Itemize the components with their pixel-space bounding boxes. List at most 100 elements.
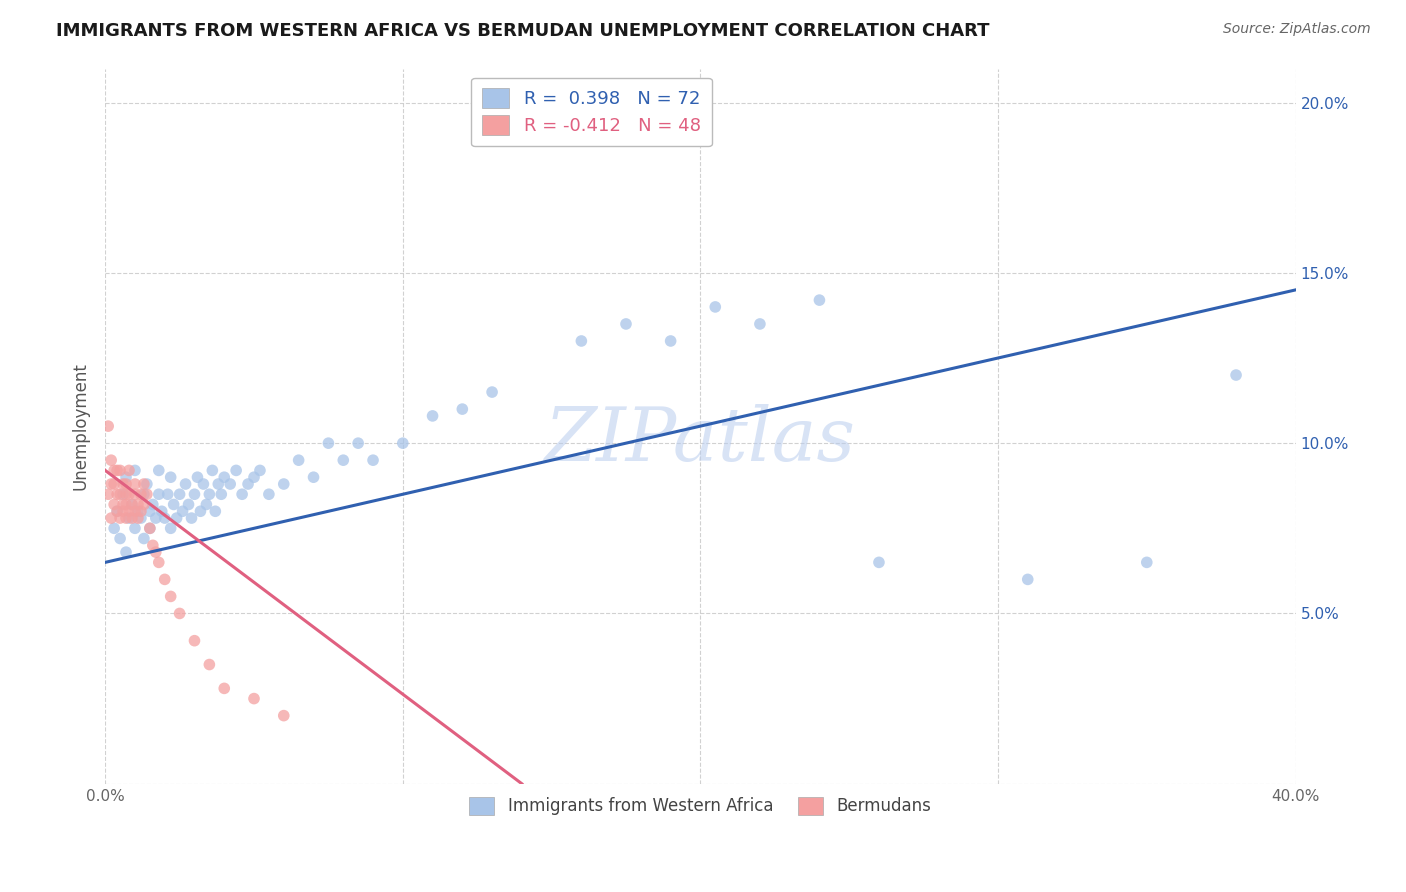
Point bbox=[236, 477, 259, 491]
Point bbox=[569, 334, 592, 348]
Point bbox=[347, 436, 370, 450]
Point bbox=[422, 409, 444, 423]
Point bbox=[332, 453, 354, 467]
Legend: Immigrants from Western Africa, Bermudans: Immigrants from Western Africa, Bermudan… bbox=[460, 787, 942, 825]
Point bbox=[148, 555, 170, 569]
Point bbox=[112, 477, 135, 491]
Point bbox=[112, 487, 135, 501]
Point bbox=[391, 436, 413, 450]
Point bbox=[139, 521, 162, 535]
Point bbox=[614, 317, 637, 331]
Point bbox=[148, 463, 170, 477]
Point bbox=[166, 511, 188, 525]
Point bbox=[115, 511, 138, 525]
Point bbox=[142, 498, 165, 512]
Point bbox=[103, 463, 125, 477]
Point bbox=[115, 477, 138, 491]
Point bbox=[273, 477, 295, 491]
Point bbox=[108, 532, 131, 546]
Point bbox=[129, 487, 152, 501]
Point bbox=[108, 463, 131, 477]
Point bbox=[112, 498, 135, 512]
Point bbox=[121, 511, 143, 525]
Point bbox=[249, 463, 271, 477]
Point bbox=[115, 498, 138, 512]
Y-axis label: Unemployment: Unemployment bbox=[72, 362, 89, 490]
Point bbox=[243, 691, 266, 706]
Point bbox=[145, 511, 167, 525]
Point bbox=[103, 498, 125, 512]
Point bbox=[108, 487, 131, 501]
Point bbox=[124, 487, 146, 501]
Point bbox=[302, 470, 325, 484]
Point bbox=[1136, 555, 1159, 569]
Point bbox=[198, 487, 221, 501]
Point bbox=[105, 504, 128, 518]
Point bbox=[153, 573, 176, 587]
Point bbox=[115, 545, 138, 559]
Point bbox=[172, 504, 194, 518]
Point bbox=[163, 498, 186, 512]
Point bbox=[212, 470, 235, 484]
Point bbox=[481, 385, 503, 400]
Point bbox=[273, 708, 295, 723]
Point bbox=[129, 511, 152, 525]
Point bbox=[198, 657, 221, 672]
Point bbox=[139, 504, 162, 518]
Point bbox=[207, 477, 229, 491]
Text: ZIPatlas: ZIPatlas bbox=[546, 404, 856, 476]
Point bbox=[209, 487, 232, 501]
Point bbox=[121, 498, 143, 512]
Point bbox=[174, 477, 197, 491]
Point bbox=[124, 521, 146, 535]
Point bbox=[135, 477, 157, 491]
Point bbox=[127, 498, 149, 512]
Point bbox=[97, 487, 120, 501]
Point bbox=[118, 511, 141, 525]
Point bbox=[139, 521, 162, 535]
Point bbox=[204, 504, 226, 518]
Point bbox=[132, 477, 155, 491]
Point bbox=[100, 453, 122, 467]
Point bbox=[212, 681, 235, 696]
Point bbox=[100, 477, 122, 491]
Point bbox=[135, 487, 157, 501]
Point bbox=[105, 487, 128, 501]
Point bbox=[659, 334, 682, 348]
Point bbox=[103, 477, 125, 491]
Point bbox=[132, 487, 155, 501]
Point bbox=[1225, 368, 1247, 382]
Point bbox=[156, 487, 179, 501]
Point bbox=[105, 463, 128, 477]
Point bbox=[129, 504, 152, 518]
Point bbox=[100, 511, 122, 525]
Point bbox=[97, 419, 120, 434]
Point bbox=[159, 470, 181, 484]
Point bbox=[193, 477, 215, 491]
Point bbox=[183, 633, 205, 648]
Point bbox=[118, 463, 141, 477]
Point bbox=[127, 504, 149, 518]
Point bbox=[112, 504, 135, 518]
Point bbox=[118, 487, 141, 501]
Point bbox=[195, 498, 218, 512]
Point bbox=[127, 511, 149, 525]
Point bbox=[142, 538, 165, 552]
Point bbox=[132, 498, 155, 512]
Point bbox=[108, 511, 131, 525]
Point bbox=[115, 487, 138, 501]
Point bbox=[180, 511, 202, 525]
Text: Source: ZipAtlas.com: Source: ZipAtlas.com bbox=[1223, 22, 1371, 37]
Point bbox=[145, 545, 167, 559]
Point bbox=[148, 487, 170, 501]
Point bbox=[451, 402, 474, 417]
Point bbox=[150, 504, 173, 518]
Point bbox=[159, 590, 181, 604]
Point bbox=[169, 487, 191, 501]
Point bbox=[219, 477, 242, 491]
Point bbox=[704, 300, 727, 314]
Point bbox=[118, 504, 141, 518]
Point bbox=[201, 463, 224, 477]
Point bbox=[124, 477, 146, 491]
Point bbox=[169, 607, 191, 621]
